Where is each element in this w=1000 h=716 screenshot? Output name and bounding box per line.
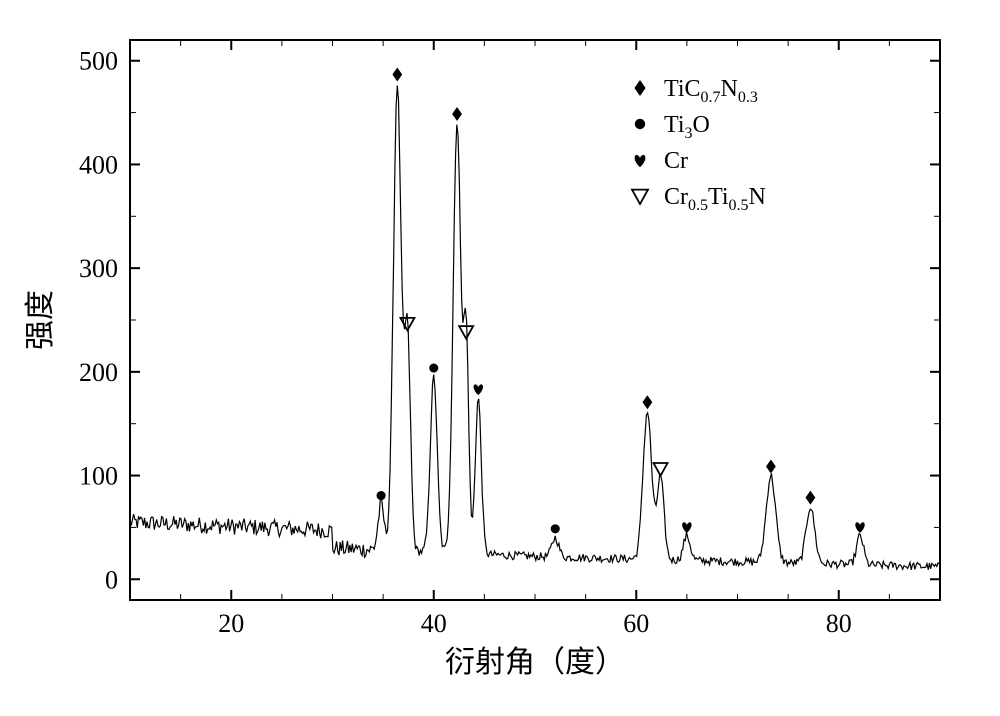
diamond-icon <box>634 80 645 96</box>
triangle-open-icon <box>632 190 648 204</box>
circle-icon <box>635 119 645 129</box>
x-axis-label: 衍射角（度） <box>445 646 625 679</box>
y-tick-label: 200 <box>79 358 118 387</box>
circle-icon <box>377 491 386 500</box>
triangle-open-icon <box>654 463 668 476</box>
legend-item-label: Ti3O <box>664 112 710 142</box>
triangle-open-icon <box>459 326 473 339</box>
legend-item-label: TiC0.7N0.3 <box>664 76 758 106</box>
y-tick-label: 500 <box>79 47 118 76</box>
heart-icon <box>474 384 483 395</box>
x-tick-label: 80 <box>826 609 852 638</box>
circle-icon <box>551 524 560 533</box>
x-tick-label: 60 <box>623 609 649 638</box>
xrd-spectrum-line <box>130 86 939 570</box>
diamond-icon <box>806 491 816 505</box>
y-tick-label: 0 <box>105 565 118 594</box>
x-tick-label: 40 <box>421 609 447 638</box>
diamond-icon <box>452 107 462 121</box>
diamond-icon <box>766 460 776 474</box>
legend-item-label: Cr <box>664 148 688 174</box>
diamond-icon <box>392 68 402 82</box>
heart-icon <box>635 155 646 167</box>
x-tick-label: 20 <box>218 609 244 638</box>
y-axis-label: 强度 <box>24 290 57 350</box>
heart-icon <box>682 522 691 533</box>
circle-icon <box>429 363 438 372</box>
diamond-icon <box>642 395 652 409</box>
y-tick-label: 300 <box>79 254 118 283</box>
plot-frame <box>130 40 940 600</box>
heart-icon <box>855 522 864 533</box>
legend-item-label: Cr0.5Ti0.5N <box>664 184 766 214</box>
y-tick-label: 100 <box>79 462 118 491</box>
y-tick-label: 400 <box>79 150 118 179</box>
